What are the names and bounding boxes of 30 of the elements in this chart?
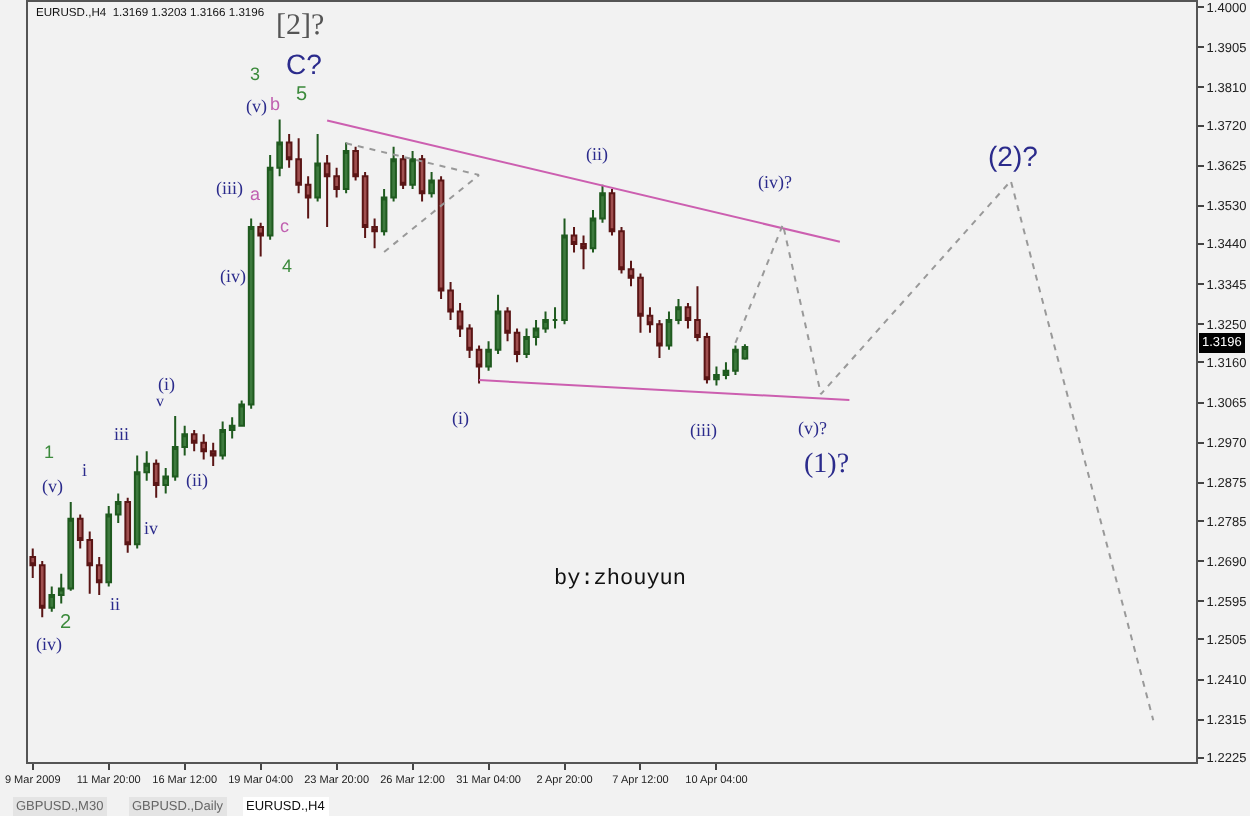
annotation: 2 [60,612,72,634]
annotation: (ii) [186,470,208,490]
annotation: (iv) [220,266,246,286]
annotation: (1)? [804,450,850,480]
annotation: iv [144,518,159,538]
annotation: [2]? [276,10,325,42]
annotation: v [156,392,164,410]
annotation: 4 [282,256,293,276]
annotation: ii [110,594,121,614]
annotation: C? [286,48,323,80]
annotation: c [280,216,290,236]
annotation: b [270,94,281,114]
annotation: (i) [158,374,175,394]
annotation: 1 [44,442,55,462]
annotation: (v) [246,96,267,116]
annotation: iii [114,424,130,444]
annotation: (i) [452,408,469,428]
annotation: i [82,460,88,480]
annotation: by:zhouyun [554,568,687,592]
annotation: (iv) [36,634,62,654]
annotation: (iii) [690,420,717,440]
annotation: (2)? [988,140,1039,172]
annotation: (iii) [216,178,243,198]
annotation: 3 [250,64,261,84]
annotation: a [250,184,261,204]
annotation: (ii) [586,144,608,164]
annotation: (iv)? [758,172,792,192]
annotation: 5 [296,84,308,106]
annotation: (v)? [798,418,827,438]
annotation: (v) [42,476,63,496]
